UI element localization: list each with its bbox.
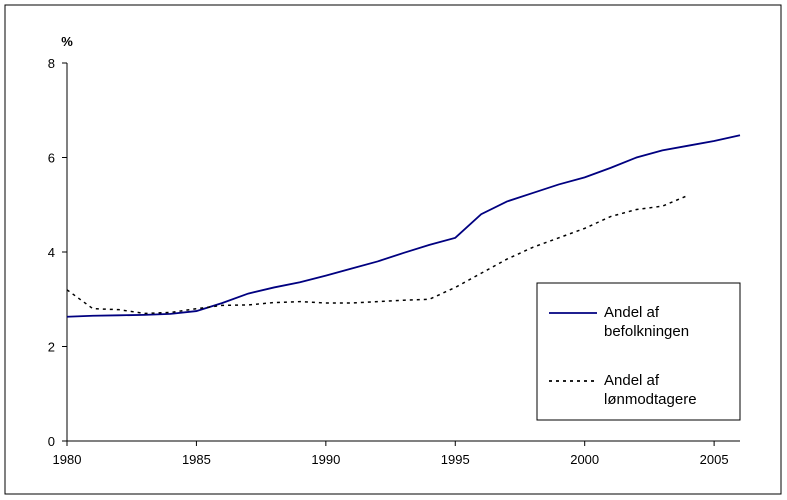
legend-label: Andel af lønmodtagere: [604, 372, 697, 408]
legend-box: [536, 282, 741, 421]
line-series: [66, 134, 741, 318]
x-tick-label: 1990: [311, 452, 340, 467]
y-tick-label: 6: [48, 151, 55, 166]
x-tick-label: 2005: [700, 452, 729, 467]
y-tick-label: 8: [48, 56, 55, 71]
line-series: [66, 194, 689, 315]
x-tick-label: 1985: [182, 452, 211, 467]
y-axis-label: %: [61, 34, 73, 49]
x-tick-label: 1995: [441, 452, 470, 467]
legend-label: Andel af befolkningen: [604, 304, 690, 340]
x-tick-label: 1980: [53, 452, 82, 467]
y-tick-label: 4: [48, 245, 55, 260]
x-tick-label: 2000: [570, 452, 599, 467]
chart-frame: [4, 4, 782, 495]
y-tick-label: 2: [48, 340, 55, 355]
y-tick-label: 0: [48, 434, 55, 449]
